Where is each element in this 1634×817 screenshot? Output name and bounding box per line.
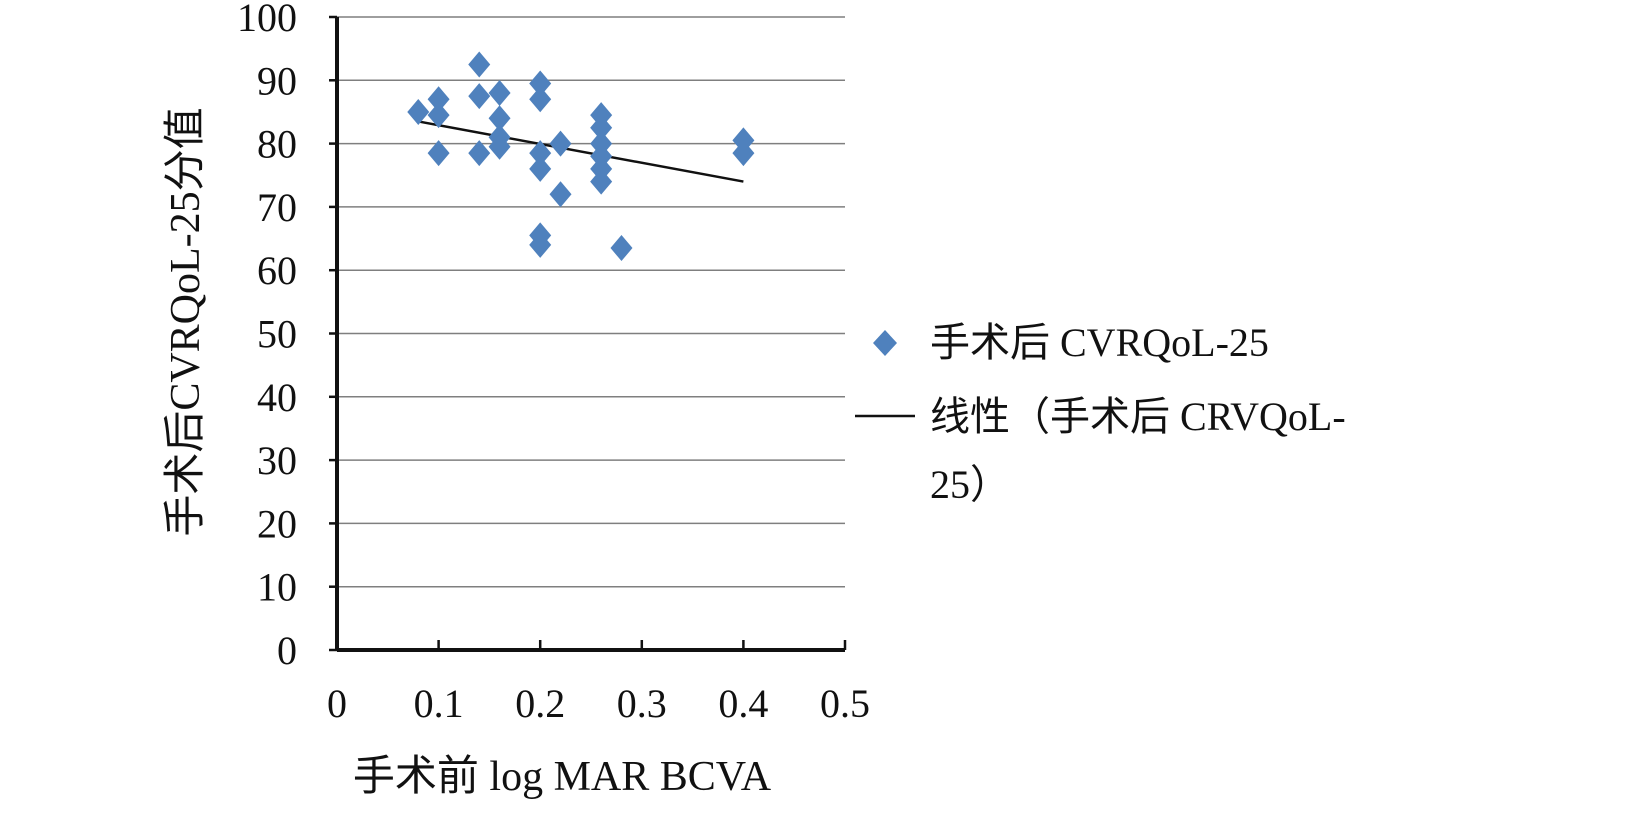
gridlines — [337, 16, 845, 588]
data-point — [427, 86, 450, 113]
data-point — [488, 133, 511, 160]
data-point — [407, 98, 430, 125]
data-point — [488, 79, 511, 106]
y-tick-label: 10 — [257, 565, 297, 610]
axes — [329, 15, 847, 652]
legend-label-trendline-line2: 25） — [930, 462, 1010, 507]
y-tick-label: 100 — [237, 0, 297, 40]
data-point — [610, 235, 633, 262]
y-tick-label: 0 — [277, 628, 297, 673]
x-tick-label: 0.2 — [515, 681, 565, 726]
y-tick-labels: 0 10 20 30 40 50 60 70 80 90 100 — [237, 0, 297, 673]
x-tick-labels: 0 0.1 0.2 0.3 0.4 0.5 — [327, 681, 870, 726]
legend-label-trendline-line1: 线性（手术后 CRVQoL- — [930, 394, 1346, 439]
x-axis-title: 手术前 log MAR BCVA — [353, 754, 772, 800]
x-tick-label: 0.4 — [718, 681, 768, 726]
y-axis-title: 手术后CVRQoL-25分值 — [163, 107, 209, 536]
data-point — [468, 140, 491, 167]
y-tick-label: 40 — [257, 375, 297, 420]
data-point — [488, 105, 511, 132]
data-point — [529, 86, 552, 113]
data-point — [529, 231, 552, 258]
data-point — [590, 114, 613, 141]
data-point — [529, 155, 552, 182]
y-tick-label: 70 — [257, 185, 297, 230]
y-tick-label: 20 — [257, 501, 297, 546]
data-point — [529, 70, 552, 97]
legend: 手术后 CVRQoL-25 线性（手术后 CRVQoL- 25） — [855, 320, 1346, 507]
legend-diamond-marker — [873, 330, 897, 356]
data-point — [427, 102, 450, 129]
x-tick-label: 0 — [327, 681, 347, 726]
data-point — [549, 181, 572, 208]
data-point — [427, 140, 450, 167]
data-points — [407, 51, 755, 262]
y-tick-label: 60 — [257, 248, 297, 293]
y-tick-label: 50 — [257, 312, 297, 357]
trendline-layer — [418, 120, 744, 183]
data-point — [732, 140, 755, 167]
x-tick-label: 0.5 — [820, 681, 870, 726]
legend-label-scatter: 手术后 CVRQoL-25 — [930, 320, 1269, 365]
x-tick-label: 0.1 — [414, 681, 464, 726]
y-tick-label: 90 — [257, 58, 297, 103]
x-tick-label: 0.3 — [617, 681, 667, 726]
data-point — [468, 51, 491, 78]
trendline — [418, 120, 744, 183]
y-tick-label: 80 — [257, 122, 297, 167]
data-point — [590, 168, 613, 195]
y-tick-label: 30 — [257, 438, 297, 483]
data-point — [529, 140, 552, 167]
data-point — [468, 83, 491, 110]
data-point — [549, 130, 572, 157]
